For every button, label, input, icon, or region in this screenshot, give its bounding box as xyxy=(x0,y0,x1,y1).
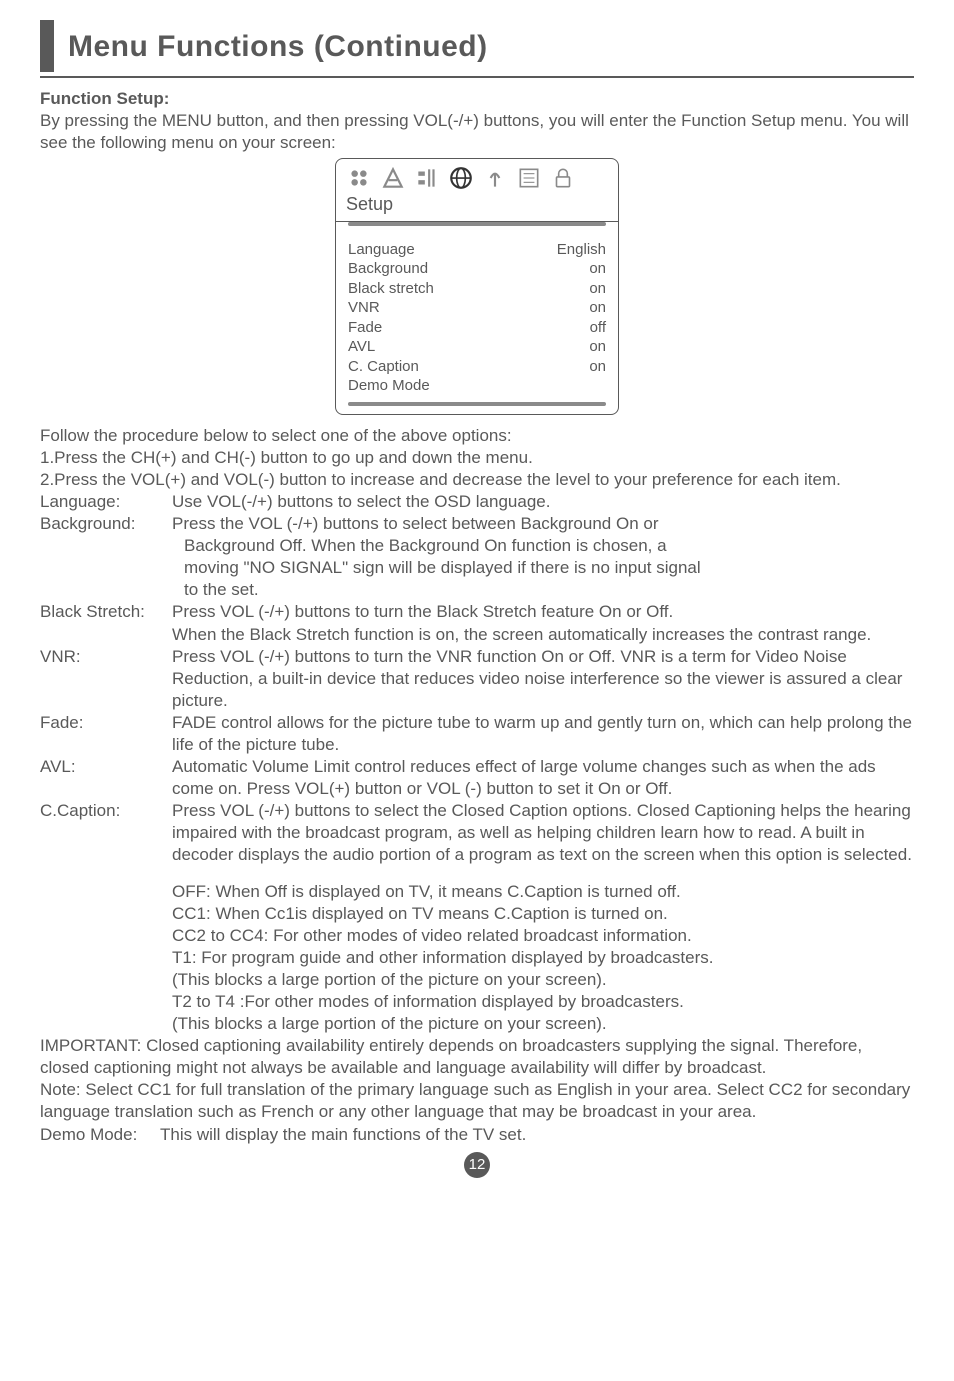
def-blackstretch: Black Stretch: Press VOL (-/+) buttons t… xyxy=(40,601,914,645)
menu-row: Demo Mode xyxy=(348,376,606,396)
antenna-icon xyxy=(482,165,508,191)
def-term: Demo Mode: xyxy=(40,1124,160,1146)
cc-t2: T2 to T4 :For other modes of information… xyxy=(172,991,914,1013)
spacer xyxy=(40,867,914,881)
def-term: Fade: xyxy=(40,712,172,756)
menu-row-name: VNR xyxy=(348,298,380,318)
def-term: Black Stretch: xyxy=(40,601,172,645)
menu-row-value: English xyxy=(557,240,606,260)
menu-row-value: on xyxy=(589,337,606,357)
menu-row: Black stretch on xyxy=(348,279,606,299)
menu-row-name: Language xyxy=(348,240,415,260)
def-term: C.Caption: xyxy=(40,800,172,866)
def-body: Press VOL (-/+) buttons to turn the VNR … xyxy=(172,646,914,712)
def-body: Automatic Volume Limit control reduces e… xyxy=(172,756,914,800)
def-body: Press VOL (-/+) buttons to turn the Blac… xyxy=(172,601,914,645)
audio-icon xyxy=(380,165,406,191)
def-line: moving "NO SIGNAL" sign will be displaye… xyxy=(184,557,914,579)
def-body: Use VOL(-/+) buttons to select the OSD l… xyxy=(172,491,914,513)
menu-top-divider xyxy=(348,222,606,226)
page-title: Menu Functions (Continued) xyxy=(68,27,488,66)
menu-row-value: on xyxy=(589,279,606,299)
menu-row: Language English xyxy=(348,240,606,260)
cc-t1b: (This blocks a large portion of the pict… xyxy=(172,969,914,991)
globe-icon xyxy=(448,165,474,191)
def-ccaption: C.Caption: Press VOL (-/+) buttons to se… xyxy=(40,800,914,866)
procedure-step2: 2.Press the VOL(+) and VOL(-) button to … xyxy=(40,469,914,491)
def-background: Background: Press the VOL (-/+) buttons … xyxy=(40,513,914,535)
cc-options: OFF: When Off is displayed on TV, it mea… xyxy=(40,881,914,1036)
cc-cc2: CC2 to CC4: For other modes of video rel… xyxy=(172,925,914,947)
cc-t1: T1: For program guide and other informat… xyxy=(172,947,914,969)
def-avl: AVL: Automatic Volume Limit control redu… xyxy=(40,756,914,800)
menu-row-name: C. Caption xyxy=(348,357,419,377)
def-line: to the set. xyxy=(184,579,914,601)
menu-row-name: Demo Mode xyxy=(348,376,430,396)
lock-icon xyxy=(550,165,576,191)
setup-menu-screenshot: Setup Language English Background on Black… xyxy=(335,158,619,414)
menu-icon-row xyxy=(336,159,618,193)
picture-icon xyxy=(346,165,372,191)
tune-icon xyxy=(414,165,440,191)
menu-label: Setup xyxy=(336,193,618,221)
def-background-cont: Background Off. When the Background On f… xyxy=(40,535,914,601)
cc-cc1: CC1: When Cc1is displayed on TV means C.… xyxy=(172,903,914,925)
page-number-badge: 12 xyxy=(464,1152,490,1178)
cc-t2b: (This blocks a large portion of the pict… xyxy=(172,1013,914,1035)
menu-row-value: off xyxy=(590,318,606,338)
def-term-blank xyxy=(40,535,172,601)
def-line: Press the VOL (-/+) buttons to select be… xyxy=(172,513,914,535)
menu-row: C. Caption on xyxy=(348,357,606,377)
menu-row-name: Background xyxy=(348,259,428,279)
function-setup-heading: Function Setup: xyxy=(40,88,914,110)
procedure-step1: 1.Press the CH(+) and CH(-) button to go… xyxy=(40,447,914,469)
menu-row-name: Black stretch xyxy=(348,279,434,299)
important-note: IMPORTANT: Closed captioning availabilit… xyxy=(40,1035,914,1079)
menu-row: Background on xyxy=(348,259,606,279)
def-fade: Fade: FADE control allows for the pictur… xyxy=(40,712,914,756)
def-term: VNR: xyxy=(40,646,172,712)
menu-body: Language English Background on Black stret… xyxy=(336,234,618,402)
def-demo: Demo Mode: This will display the main fu… xyxy=(40,1124,914,1146)
def-body: This will display the main functions of … xyxy=(160,1124,914,1146)
def-language: Language: Use VOL(-/+) buttons to select… xyxy=(40,491,914,513)
menu-row: Fade off xyxy=(348,318,606,338)
function-setup-intro: By pressing the MENU button, and then pr… xyxy=(40,110,914,154)
page-header: Menu Functions (Continued) xyxy=(40,20,914,78)
def-term: Background: xyxy=(40,513,172,535)
menu-row-value: on xyxy=(589,298,606,318)
menu-row-value: on xyxy=(589,259,606,279)
def-body: Background Off. When the Background On f… xyxy=(172,535,914,601)
def-vnr: VNR: Press VOL (-/+) buttons to turn the… xyxy=(40,646,914,712)
cc-note: Note: Select CC1 for full translation of… xyxy=(40,1079,914,1123)
def-body: Press VOL (-/+) buttons to select the Cl… xyxy=(172,800,914,866)
title-bar-decoration xyxy=(40,20,54,72)
def-term: AVL: xyxy=(40,756,172,800)
procedure-lead: Follow the procedure below to select one… xyxy=(40,425,914,447)
list-icon xyxy=(516,165,542,191)
menu-row-name: Fade xyxy=(348,318,382,338)
menu-row-name: AVL xyxy=(348,337,375,357)
def-line: Press VOL (-/+) buttons to turn the Blac… xyxy=(172,601,914,623)
def-term-blank xyxy=(40,881,172,1036)
def-line: Background Off. When the Background On f… xyxy=(184,535,914,557)
def-body: Press the VOL (-/+) buttons to select be… xyxy=(172,513,914,535)
menu-row: AVL on xyxy=(348,337,606,357)
menu-row-value: on xyxy=(589,357,606,377)
cc-off: OFF: When Off is displayed on TV, it mea… xyxy=(172,881,914,903)
def-term: Language: xyxy=(40,491,172,513)
menu-bottom-divider xyxy=(348,402,606,406)
menu-row: VNR on xyxy=(348,298,606,318)
def-body: FADE control allows for the picture tube… xyxy=(172,712,914,756)
def-body: OFF: When Off is displayed on TV, it mea… xyxy=(172,881,914,1036)
def-line: When the Black Stretch function is on, t… xyxy=(172,624,914,646)
